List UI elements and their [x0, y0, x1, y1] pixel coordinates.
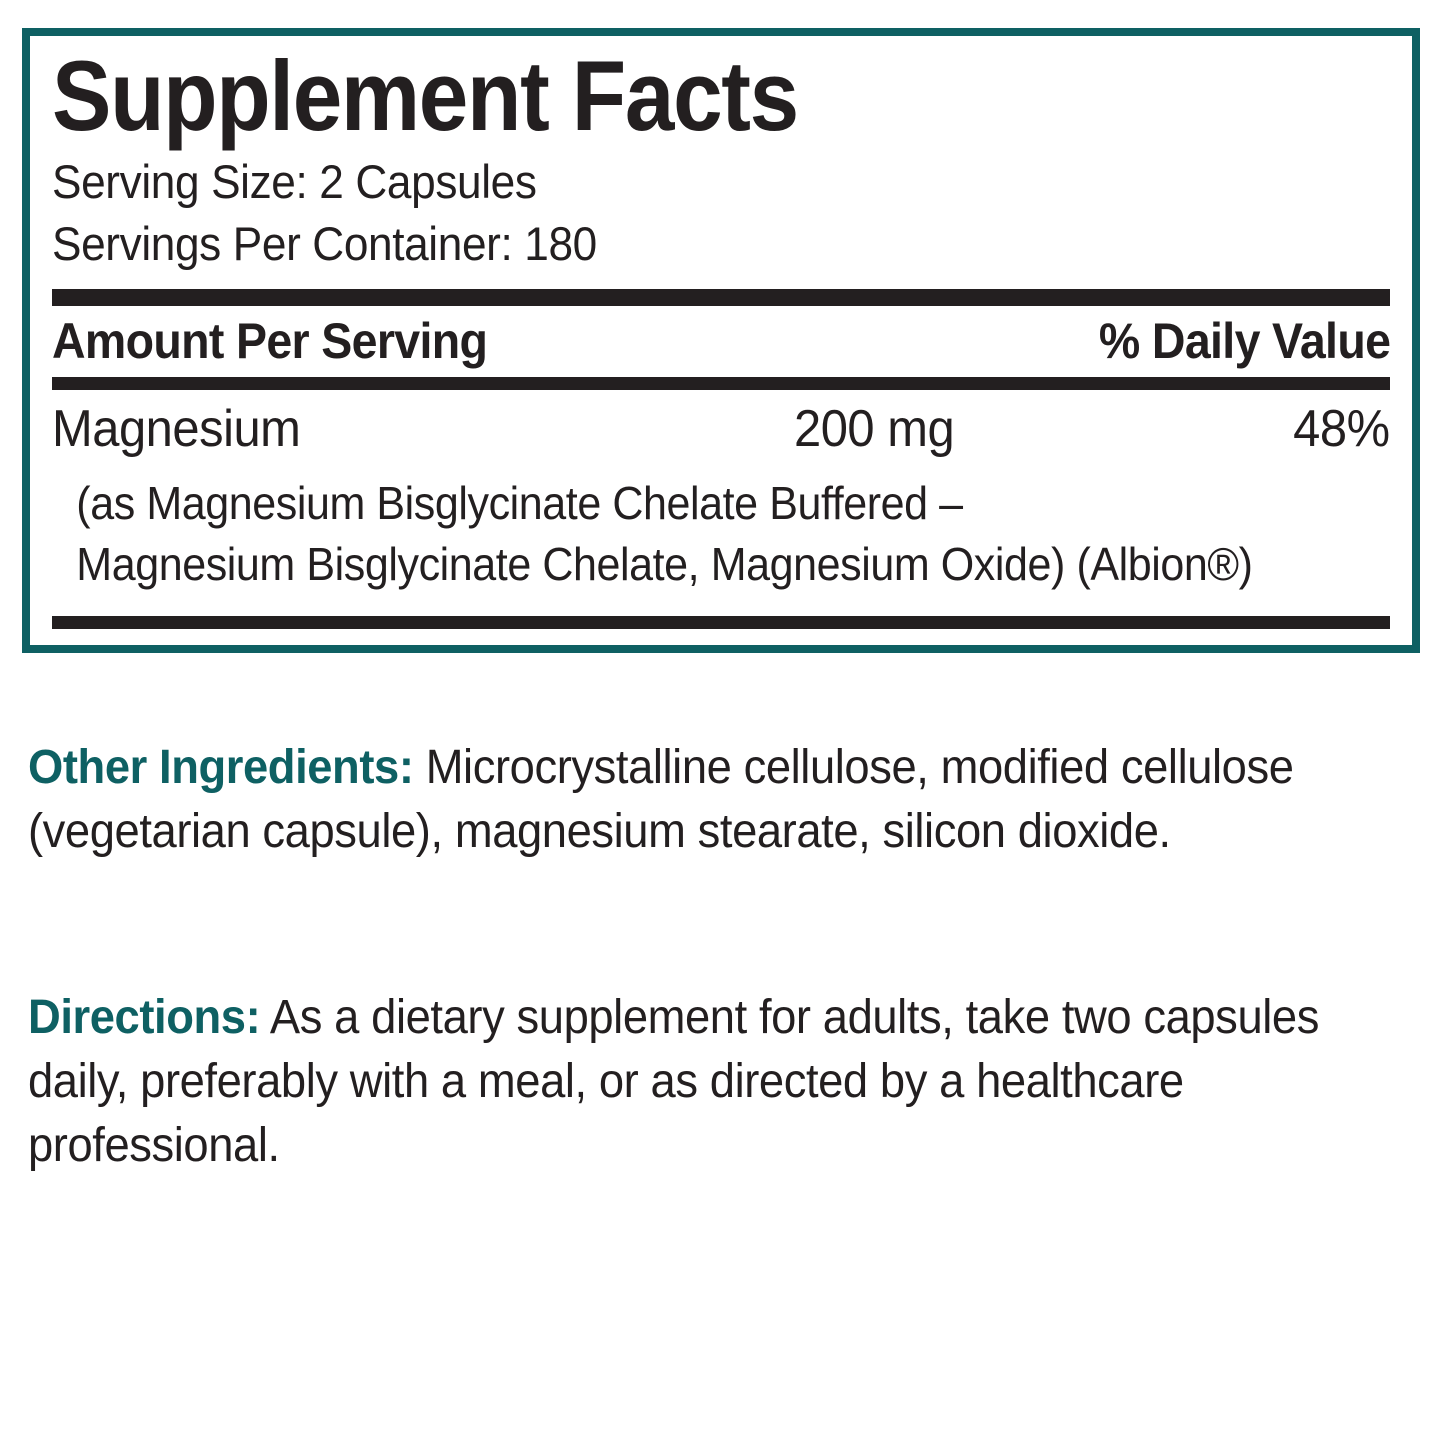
other-ingredients-block: Other Ingredients: Microcrystalline cell… [28, 688, 1418, 912]
directions-text: As a dietary supplement for adults, take… [28, 991, 1319, 1172]
other-ingredients-paragraph: Other Ingredients: Microcrystalline cell… [28, 736, 1342, 864]
nutrient-source-line-1: (as Magnesium Bisglycinate Chelate Buffe… [76, 476, 963, 529]
directions-paragraph: Directions: As a dietary supplement for … [28, 986, 1342, 1177]
servings-per-container-line: Servings Per Container: 180 [52, 217, 597, 271]
supplement-facts-panel: Supplement Facts Serving Size: 2 Capsule… [22, 28, 1420, 654]
spacer [52, 594, 1390, 616]
daily-value-header: % Daily Value [1098, 312, 1391, 369]
directions-label: Directions: [28, 991, 261, 1044]
nutrient-source-line-2: Magnesium Bisglycinate Chelate, Magnesiu… [76, 537, 1253, 590]
rule-above-column-header [52, 288, 1390, 306]
nutrient-amount: 200 mg [794, 399, 955, 458]
directions-block: Directions: As a dietary supplement for … [28, 938, 1418, 1225]
table-row: Magnesium 200 mg 48% [52, 399, 1390, 473]
nutrient-daily-value: 48% [1293, 399, 1391, 458]
other-ingredients-text: Microcrystalline cellulose, modified cel… [28, 741, 1294, 858]
column-header-row: Amount Per Serving % Daily Value [52, 306, 1391, 377]
nutrient-name: Magnesium [52, 399, 301, 458]
rule-panel-footer [52, 616, 1390, 630]
serving-size-line: Serving Size: 2 Capsules [52, 154, 537, 208]
amount-per-serving-header: Amount Per Serving [52, 312, 488, 369]
other-ingredients-label: Other Ingredients: [28, 741, 414, 794]
panel-title: Supplement Facts [52, 40, 799, 151]
rule-below-column-header [52, 376, 1390, 390]
